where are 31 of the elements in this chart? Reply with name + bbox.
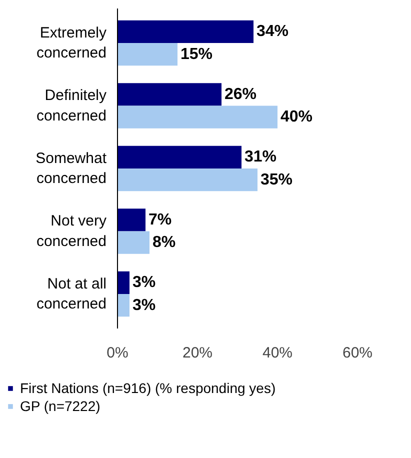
x-tick-label: 40% bbox=[262, 344, 293, 362]
y-tick-label: Somewhat concerned bbox=[36, 150, 108, 188]
y-tick-label: Not at all concerned bbox=[36, 275, 107, 313]
y-tick-label: Definitely concerned bbox=[36, 87, 107, 124]
bar bbox=[118, 294, 130, 317]
bar bbox=[118, 146, 242, 168]
data-label: 3% bbox=[132, 296, 156, 314]
bar bbox=[118, 231, 150, 254]
data-label: 35% bbox=[260, 171, 293, 188]
bar bbox=[118, 43, 178, 66]
bar bbox=[118, 20, 254, 44]
data-label: 8% bbox=[152, 234, 176, 252]
y-tick-label: Extremely concerned bbox=[36, 24, 107, 62]
data-label: 15% bbox=[180, 46, 213, 63]
y-tick-label: Not very concerned bbox=[36, 212, 107, 250]
bar bbox=[118, 83, 222, 106]
data-label: 40% bbox=[280, 108, 313, 126]
bar bbox=[118, 271, 130, 294]
bar bbox=[118, 168, 258, 192]
data-label: 31% bbox=[244, 148, 277, 166]
x-tick-label: 60% bbox=[342, 344, 373, 362]
data-label: 34% bbox=[256, 23, 289, 40]
legend-label: GP (n=7222) bbox=[20, 398, 100, 414]
data-label: 7% bbox=[148, 211, 172, 228]
bar bbox=[118, 106, 278, 128]
legend-label: First Nations (n=916) (% responding yes) bbox=[20, 380, 276, 396]
x-tick-label: 0% bbox=[106, 344, 128, 362]
data-label: 26% bbox=[224, 86, 257, 103]
data-label: 3% bbox=[132, 274, 156, 292]
x-tick-label: 20% bbox=[182, 344, 213, 362]
bar bbox=[118, 208, 146, 232]
